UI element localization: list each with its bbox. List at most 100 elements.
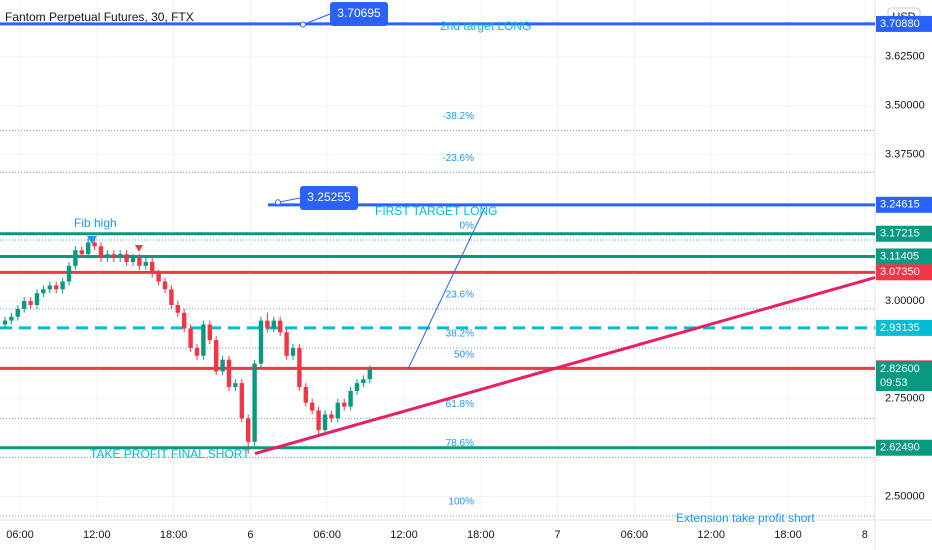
x-tick-label: 06:00: [621, 529, 649, 541]
candle-body: [322, 414, 328, 431]
callout-box: [300, 186, 358, 210]
price-label: 2.93135: [880, 322, 920, 334]
price-label-box: [876, 248, 932, 265]
candle-body: [41, 289, 46, 294]
candle-body: [137, 258, 142, 266]
y-tick-label: 3.00000: [885, 295, 925, 307]
candle-body: [271, 320, 276, 329]
candle-body: [28, 301, 33, 305]
annotation: Fib high: [74, 216, 117, 230]
candle-body: [226, 359, 232, 388]
fib-label: 61.8%: [446, 399, 474, 410]
x-tick-label: 06:00: [313, 529, 341, 541]
candle-body: [278, 320, 283, 333]
candle-body: [98, 246, 104, 259]
x-tick-label: 12:00: [390, 529, 418, 541]
annotation: Extension take profit short: [676, 511, 815, 525]
candle-body: [92, 242, 97, 247]
fib-label: -38.2%: [442, 111, 474, 122]
candle-body: [175, 304, 180, 313]
callout-stem: [302, 13, 331, 26]
callout-label: 3.70695: [337, 6, 381, 20]
candle-body: [9, 316, 14, 321]
candle-body: [348, 390, 353, 407]
x-tick-label: 12:00: [83, 529, 111, 541]
callout-anchor: [275, 199, 281, 206]
plot-area: [0, 0, 876, 520]
candle-body: [265, 320, 270, 329]
price-label: 3.11405: [880, 250, 919, 262]
fib-label: -23.6%: [442, 153, 474, 164]
fib-label: 100%: [448, 497, 474, 508]
candle-body: [233, 383, 238, 388]
fib-label: 78.6%: [446, 438, 474, 449]
candle-body: [130, 258, 136, 262]
callout-box: [330, 2, 388, 26]
price-label: 3.70880: [880, 18, 920, 30]
chart-title: Fantom Perpetual Futures, 30, FTX: [5, 10, 194, 24]
candle-body: [284, 332, 289, 356]
candle-body: [150, 261, 155, 274]
y-tick-label: 3.50000: [885, 99, 925, 111]
candle-body: [239, 383, 244, 419]
x-tick-label: 18:00: [160, 529, 188, 541]
y-tick-label: 3.37500: [885, 148, 925, 160]
price-label-box: [876, 225, 932, 242]
price-label: 3.17215: [880, 228, 920, 240]
candle-body: [201, 324, 206, 356]
x-tick-label: 18:00: [774, 529, 802, 541]
candle-body: [34, 293, 40, 305]
fib-label: 38.2%: [446, 329, 474, 340]
candle-body: [214, 340, 219, 372]
fib-label: 0%: [460, 221, 475, 232]
candle-body: [73, 250, 78, 266]
price-label-box: [876, 439, 932, 456]
countdown: 09:53: [880, 377, 908, 389]
last-price-label: 2.82600: [880, 363, 920, 375]
candle-body: [162, 281, 168, 290]
price-label: 3.24615: [880, 199, 920, 211]
candle-body: [124, 254, 129, 262]
trend-line: [254, 276, 876, 455]
candle-body: [354, 383, 360, 391]
callout-anchor: [300, 21, 306, 28]
x-tick-label: 06:00: [6, 529, 34, 541]
candle-body: [297, 347, 302, 388]
x-tick-label: 6: [247, 529, 253, 541]
candle-body: [118, 254, 123, 259]
candle-body: [169, 289, 174, 305]
candle-body: [194, 347, 200, 356]
x-tick-label: 8: [862, 529, 868, 541]
candle-body: [361, 379, 366, 384]
candle-body: [188, 328, 193, 348]
price-label: 2.62490: [880, 442, 920, 454]
candle-body: [290, 347, 296, 356]
candle-body: [66, 265, 72, 282]
candle-body: [220, 359, 225, 372]
candle-body: [79, 250, 84, 255]
candle-body: [342, 402, 347, 407]
y-tick-label: 2.50000: [885, 490, 925, 502]
candle-body: [335, 402, 340, 419]
fib-label: 23.6%: [446, 290, 474, 301]
callout-label: 3.25255: [307, 190, 351, 204]
candle-body: [207, 324, 212, 341]
candle-body: [15, 308, 20, 317]
price-label-box: [876, 319, 932, 336]
y-tick-label: 2.75000: [885, 393, 925, 405]
candle-body: [310, 402, 315, 411]
callout-stem: [277, 197, 301, 203]
price-label-box: [876, 15, 932, 32]
candle-body: [316, 410, 321, 431]
signal-marker: [135, 245, 143, 252]
fib-high-marker: [87, 236, 97, 244]
candle-body: [303, 387, 308, 403]
arrow-line: [407, 207, 486, 370]
candle-body: [252, 363, 257, 442]
price-label-box: [876, 196, 932, 213]
candle-body: [258, 320, 264, 364]
annotation: 2nd target LONG: [440, 19, 531, 33]
last-price-box: [876, 361, 932, 392]
